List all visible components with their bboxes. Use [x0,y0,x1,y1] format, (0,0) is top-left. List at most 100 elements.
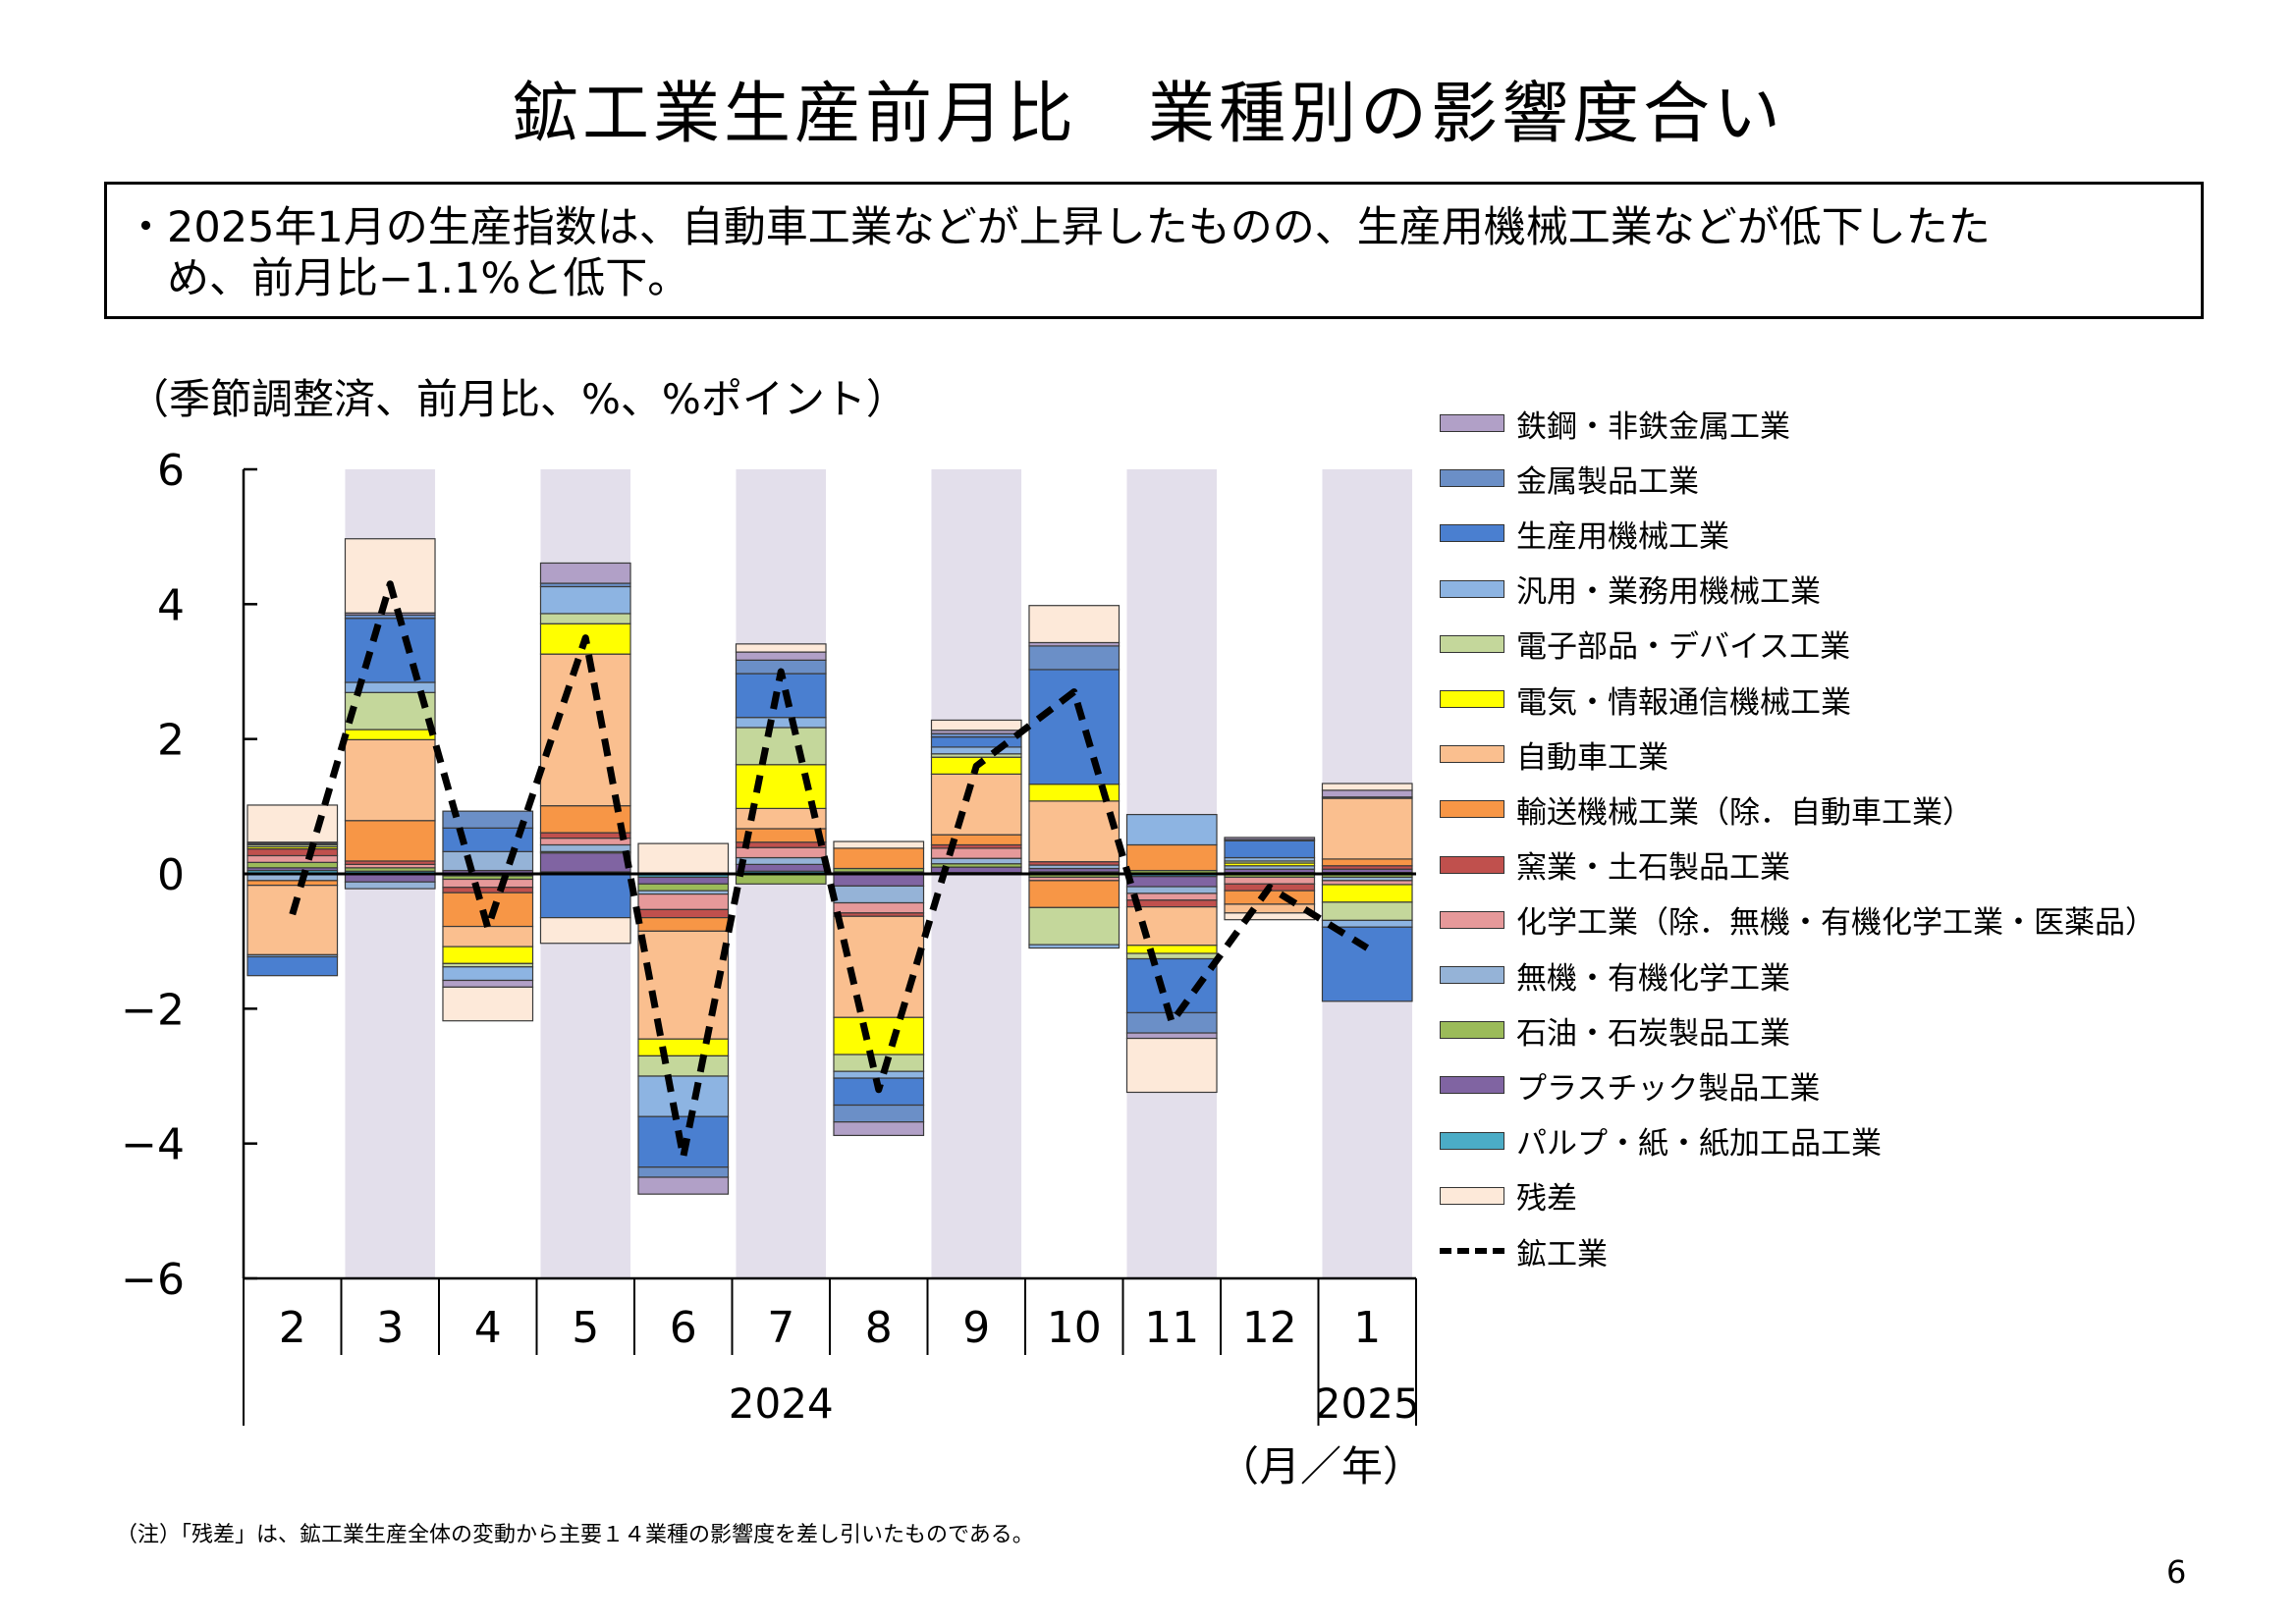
bar-segment-12-4 [1224,876,1316,885]
bar-segment-6-6 [637,917,730,932]
bar-segment-7-13 [735,651,827,661]
bar-segment-7-2 [735,873,827,885]
bar-segment-5-5 [539,832,631,839]
bar-segment-6-1 [637,876,730,885]
bar-segment-6-4 [637,893,730,910]
bar-segment-11-3 [1125,886,1218,894]
bar-segment-10-6 [1028,880,1121,908]
bar-segment-4-10 [442,966,534,982]
bar-segment-12-13 [1224,837,1316,840]
legend-swatch-6 [1440,745,1504,764]
legend-item-8: 窯業・土石製品工業 [1440,845,1790,886]
bar-segment-5-9 [539,613,631,624]
bar-segment-1-7 [1321,797,1413,860]
legend-swatch-13 [1440,1131,1504,1150]
bar-segment-5-4 [539,838,631,846]
bar-segment-11-11 [1125,957,1218,1014]
legend-item-15: 鉱工業 [1440,1231,1608,1272]
legend-swatch-3 [1440,579,1504,598]
legend-swatch-0 [1440,414,1504,432]
x-unit-label: （月／年） [1218,1442,1424,1490]
bar-segment-7-10 [735,717,827,729]
legend-label-15: 鉱工業 [1516,1236,1608,1272]
y-tick-label-0: 6 [157,446,185,496]
bar-segment-8-6 [833,847,925,870]
bar-segment-11-4 [1125,893,1218,901]
bar-segment-6-10 [637,1075,730,1117]
legend-item-0: 鉄鋼・非鉄金属工業 [1440,404,1790,445]
bar-segment-4-3 [442,850,534,872]
bar-segment-10-7 [1028,800,1121,863]
legend-item-5: 電気・情報通信機械工業 [1440,679,1851,721]
bar-segment-9-10 [930,746,1022,755]
bar-segment-8-8 [833,1016,925,1056]
bar-segment-11-10 [1125,813,1218,846]
bar-segment-5-1 [539,852,631,873]
bar-segment-11-9 [1125,952,1218,960]
legend-label-5: 電気・情報通信機械工業 [1516,684,1851,721]
legend-label-3: 汎用・業務用機械工業 [1516,574,1821,611]
bar-segment-3-11 [344,618,436,683]
bar-segment-2-11 [246,955,339,977]
legend-swatch-15 [1440,1248,1504,1254]
bar-segment-3-14 [344,538,436,614]
bar-segment-7-14 [735,643,827,653]
legend-swatch-1 [1440,469,1504,488]
bar-segment-3-6 [344,820,436,862]
bar-segment-4-4 [442,878,534,889]
bar-segment-8-13 [833,1121,925,1137]
x-tick-label-7: 7 [767,1303,794,1353]
bar-segment-10-11 [1028,669,1121,785]
bar-segment-11-8 [1125,945,1218,954]
bar-segment-6-12 [637,1166,730,1178]
bar-segment-2-6 [246,880,339,887]
bar-segment-10-12 [1028,645,1121,671]
footnote: （注）「残差」は、鉱工業生産全体の変動から主要１４業種の影響度を差し引いたもので… [116,1523,1034,1547]
bar-segment-5-10 [539,585,631,615]
page-number: 6 [2166,1553,2187,1591]
legend-swatch-2 [1440,524,1504,543]
bar-segment-11-13 [1125,1032,1218,1040]
legend-label-13: パルプ・紙・紙加工品工業 [1516,1126,1882,1163]
legend-label-11: 石油・石炭製品工業 [1516,1015,1790,1052]
bar-segment-12-7 [1224,903,1316,914]
legend-label-12: プラスチック製品工業 [1516,1070,1821,1107]
x-tick-label-6: 6 [670,1303,697,1353]
y-tick-label-4: −2 [121,985,185,1035]
y-tick-label-5: −4 [121,1120,185,1170]
bar-segment-5-3 [539,843,631,852]
x-tick-label-11: 11 [1144,1303,1199,1353]
bar-segment-2-5 [246,847,339,857]
bar-segment-1-4 [1321,880,1413,886]
legend-swatch-12 [1440,1076,1504,1095]
legend-item-11: 石油・石炭製品工業 [1440,1010,1790,1052]
bar-segment-2-4 [246,854,339,863]
legend-item-2: 生産用機械工業 [1440,514,1729,555]
total-line-mining-manufacturing [289,580,1370,1161]
bar-segment-3-8 [344,729,436,740]
bar-segment-3-3 [344,881,436,890]
legend-item-1: 金属製品工業 [1440,459,1699,500]
summary-box: ・2025年1月の生産指数は、自動車工業などが上昇したものの、生産用機械工業など… [104,182,2204,319]
bar-segment-6-2 [637,883,730,892]
bar-segment-4-13 [442,979,534,988]
bar-segment-6-7 [637,930,730,1040]
legend-swatch-8 [1440,855,1504,874]
bar-segment-1-6 [1321,858,1413,867]
bar-segment-5-14 [539,917,631,945]
bar-segment-8-4 [833,901,925,914]
bar-segment-7-1 [735,863,827,872]
bar-segment-11-1 [1125,876,1218,888]
y-tick-label-6: −6 [121,1255,185,1305]
x-tick-label-4: 4 [474,1303,502,1353]
bar-segment-8-12 [833,1104,925,1123]
bar-segment-1-11 [1321,926,1413,1002]
legend-label-4: 電子部品・デバイス工業 [1516,629,1851,666]
bar-segment-9-4 [930,847,1022,859]
legend-label-2: 生産用機械工業 [1516,518,1729,555]
bar-segment-6-13 [637,1176,730,1195]
legend-item-10: 無機・有機化学工業 [1440,955,1790,997]
bar-segment-2-14 [246,804,339,843]
bar-segment-6-14 [637,842,730,875]
